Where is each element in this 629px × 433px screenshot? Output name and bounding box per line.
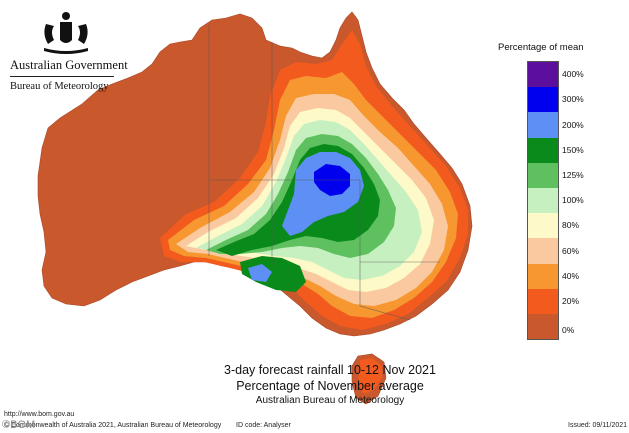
legend-tick-label: 400% xyxy=(562,69,584,80)
legend-swatch xyxy=(528,238,558,264)
legend-swatch xyxy=(528,162,558,188)
legend-swatch xyxy=(528,87,558,113)
legend-tick-label: 300% xyxy=(562,94,584,105)
legend-tick-label: 125% xyxy=(562,170,584,180)
tasmania-band xyxy=(358,358,382,394)
legend-tick-label: 100% xyxy=(562,195,584,206)
map-source: Australian Bureau of Meteorology xyxy=(255,395,405,406)
legend-swatch xyxy=(528,313,558,340)
legend-tick-label: 80% xyxy=(562,220,580,231)
coat-of-arms-icon xyxy=(44,12,88,54)
legend-tick-label: 200% xyxy=(562,119,584,130)
map-title: 3-day forecast rainfall 10-12 Nov 2021 xyxy=(224,363,436,377)
logo-divider xyxy=(10,76,114,77)
legend-swatch xyxy=(528,213,558,239)
bureau-name: Bureau of Meteorology xyxy=(10,81,109,92)
footer-website: http://www.bom.gov.au xyxy=(4,411,75,418)
legend-tick-label: 20% xyxy=(562,296,580,306)
footer-issued: Issued: 09/11/2021 xyxy=(568,422,628,429)
band-200-300-west xyxy=(248,264,272,282)
legend-swatch xyxy=(528,187,558,214)
legend-swatch xyxy=(528,263,558,289)
legend-swatch xyxy=(528,62,558,88)
legend-swatch xyxy=(528,137,558,163)
bom-watermark: ©BOM xyxy=(2,419,36,431)
legend-swatch xyxy=(528,112,558,138)
footer-copyright: © Commonwealth of Australia 2021, Austra… xyxy=(4,422,222,429)
legend-tick-label: 150% xyxy=(562,144,584,155)
legend-title: Percentage of mean xyxy=(498,42,584,53)
band-150-200-south xyxy=(240,256,306,292)
legend-tick-label: 40% xyxy=(562,270,580,281)
map-subtitle: Percentage of November average xyxy=(236,379,424,393)
footer-id-code: ID code: Analyser xyxy=(236,422,291,429)
government-name: Australian Government xyxy=(10,58,128,72)
legend-colorbar xyxy=(527,61,559,341)
legend-swatch xyxy=(528,288,558,314)
state-borders xyxy=(208,25,440,321)
legend-tick-label: 0% xyxy=(562,325,575,336)
legend-tick-label: 60% xyxy=(562,245,580,256)
